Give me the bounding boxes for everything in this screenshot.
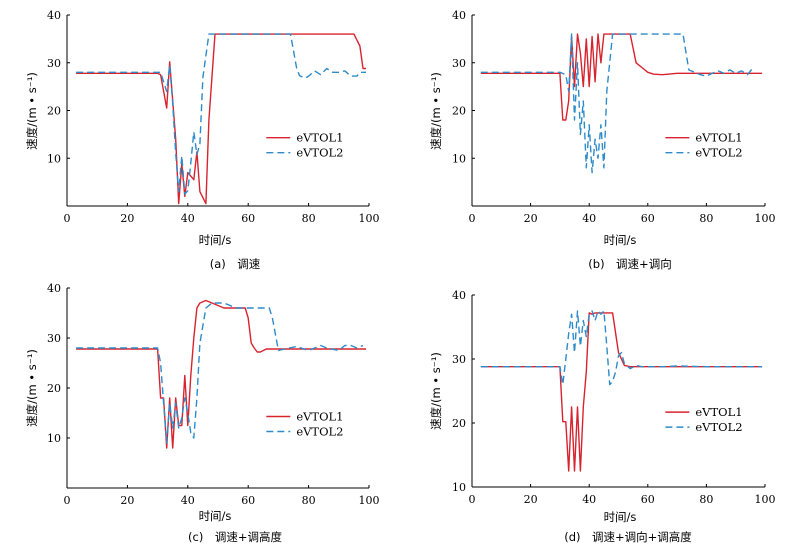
x-tick-label: 40 [582,212,596,225]
x-tick-label: 80 [699,212,713,225]
series-line-evtol2 [480,33,754,174]
x-tick-label: 40 [582,493,596,506]
y-axis-label: 速度/(m • s⁻¹) [25,349,39,427]
series-line-evtol2 [480,310,763,386]
y-tick-label: 10 [47,152,61,165]
chart-caption: (d) 调速+调向+调高度 [564,530,692,544]
x-tick-label: 20 [524,493,538,506]
y-tick-label: 30 [452,353,466,366]
legend-label: eVTOL2 [296,146,343,160]
legend-label: eVTOL2 [695,146,742,160]
x-tick-label: 60 [641,493,655,506]
y-tick-label: 10 [452,481,466,494]
x-tick-label: 100 [359,494,380,507]
y-axis-label: 速度/(m • s⁻¹) [429,352,443,430]
chart-caption: (a) 调速 [210,257,261,271]
y-tick-label: 30 [47,332,61,345]
x-tick-label: 40 [181,212,195,225]
series-line-evtol1 [480,33,763,121]
y-tick-label: 40 [47,9,61,22]
y-tick-label: 10 [452,152,466,165]
series-line-evtol2 [76,33,366,195]
y-tick-label: 20 [47,105,61,118]
x-tick-label: 80 [302,494,316,507]
y-tick-label: 40 [452,289,466,302]
x-tick-label: 60 [241,212,255,225]
y-tick-label: 10 [47,432,61,445]
x-tick-label: 0 [469,212,476,225]
x-tick-label: 20 [120,494,134,507]
x-tick-label: 0 [469,493,476,506]
x-tick-label: 20 [524,212,538,225]
x-tick-label: 80 [302,212,316,225]
series-line-evtol1 [76,33,366,205]
y-tick-label: 40 [452,9,466,22]
x-axis-label: 时间/s [199,509,232,523]
x-tick-label: 0 [64,494,71,507]
legend-label: eVTOL1 [296,410,343,424]
legend-label: eVTOL1 [695,405,742,419]
chart-panel-d: 0 20 40 60 80 100 10 20 30 40 时间/s 速度/(m • s⁻¹) eVTO… [429,289,776,544]
chart-caption: (c) 调速+调高度 [188,530,282,544]
chart-panel-c: 0 20 40 60 80 100 10 20 30 40 时间/s 速度/(m • s⁻¹) eVTO… [25,282,380,544]
legend-label: eVTOL2 [695,420,742,434]
y-axis-label: 速度/(m • s⁻¹) [25,72,39,150]
x-axis-label: 时间/s [199,233,232,247]
series-line-evtol2 [76,302,364,444]
x-tick-label: 20 [120,212,134,225]
x-axis-label: 时间/s [604,233,637,247]
y-axis-label: 速度/(m • s⁻¹) [429,72,443,150]
legend-label: eVTOL1 [695,131,742,145]
y-tick-label: 30 [47,57,61,70]
x-tick-label: 40 [181,494,195,507]
x-tick-label: 0 [64,212,71,225]
chart-caption: (b) 调速+调向 [588,257,671,271]
x-tick-label: 100 [755,493,776,506]
series-line-evtol1 [480,312,763,472]
legend-label: eVTOL1 [296,131,343,145]
x-tick-label: 80 [699,493,713,506]
y-tick-label: 40 [47,282,61,295]
x-axis-label: 时间/s [604,510,637,524]
y-tick-label: 30 [452,57,466,70]
x-tick-label: 60 [641,212,655,225]
y-tick-label: 20 [452,417,466,430]
y-tick-label: 20 [47,382,61,395]
x-tick-label: 60 [241,494,255,507]
x-tick-label: 100 [359,212,380,225]
legend-label: eVTOL2 [296,425,343,439]
y-tick-label: 20 [452,105,466,118]
x-tick-label: 100 [755,212,776,225]
chart-panel-b: 0 20 40 60 80 100 10 20 30 40 时间/s 速度/(m • s⁻¹) eVTO… [429,9,776,271]
chart-panel-a: 0 20 40 60 80 100 10 20 30 40 时间/s 速度/(m • s⁻¹) eVTO… [25,9,380,271]
